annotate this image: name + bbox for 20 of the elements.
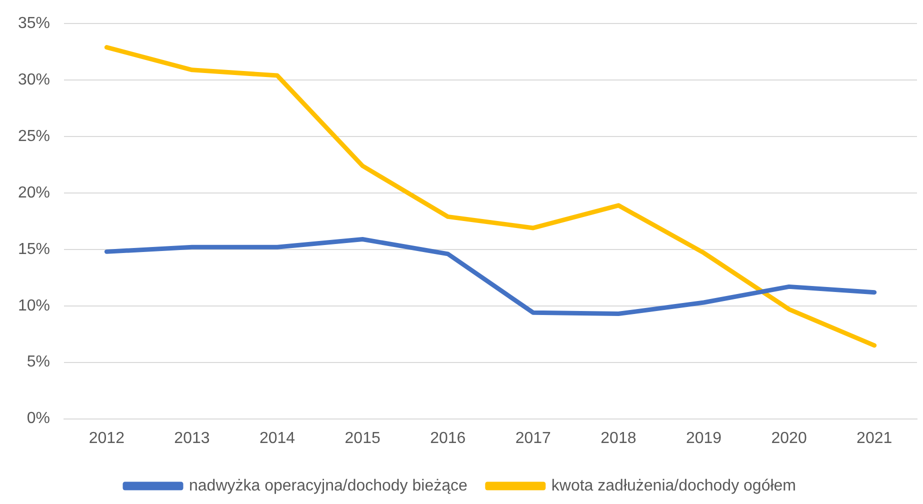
- y-tick-label: 25%: [18, 128, 50, 145]
- x-tick-label: 2013: [174, 430, 210, 447]
- x-tick-label: 2020: [771, 430, 807, 447]
- y-tick-label: 35%: [18, 15, 50, 32]
- x-tick-label: 2018: [600, 430, 636, 447]
- y-tick-label: 0%: [26, 410, 50, 428]
- y-tick-label: 30%: [18, 71, 50, 88]
- x-tick-label: 2016: [430, 430, 466, 447]
- x-tick-label: 2017: [515, 430, 552, 447]
- x-tick-label: 2019: [686, 430, 722, 447]
- x-tick-label: 2012: [88, 430, 125, 447]
- x-tick-label: 2021: [856, 430, 892, 447]
- legend-label: kwota zadłużenia/dochody ogółem: [551, 477, 796, 494]
- x-tick-label: 2015: [344, 430, 380, 447]
- y-tick-label: 15%: [18, 240, 50, 258]
- y-tick-label: 10%: [18, 297, 50, 314]
- y-tick-label: 5%: [26, 354, 50, 371]
- y-tick-label: 20%: [18, 184, 50, 202]
- x-tick-label: 2014: [259, 430, 296, 447]
- legend-label: nadwyżka operacyjna/dochody bieżące: [189, 477, 468, 494]
